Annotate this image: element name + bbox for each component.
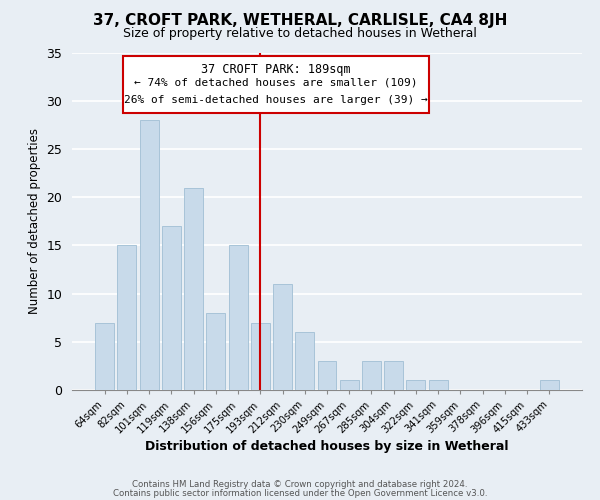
Text: Contains public sector information licensed under the Open Government Licence v3: Contains public sector information licen… [113,488,487,498]
Bar [206,313,225,390]
X-axis label: Distribution of detached houses by size in Wetheral: Distribution of detached houses by size … [145,440,509,453]
Y-axis label: Number of detached properties: Number of detached properties [28,128,41,314]
Bar [362,361,381,390]
Text: 37, CROFT PARK, WETHERAL, CARLISLE, CA4 8JH: 37, CROFT PARK, WETHERAL, CARLISLE, CA4 … [93,12,507,28]
Text: 37 CROFT PARK: 189sqm: 37 CROFT PARK: 189sqm [201,62,351,76]
Bar [429,380,448,390]
Bar [251,322,270,390]
Bar [118,246,136,390]
Text: ← 74% of detached houses are smaller (109): ← 74% of detached houses are smaller (10… [134,78,418,88]
Bar [406,380,425,390]
Text: Size of property relative to detached houses in Wetheral: Size of property relative to detached ho… [123,28,477,40]
Bar [295,332,314,390]
Bar [95,322,114,390]
Bar [140,120,158,390]
Bar [229,246,248,390]
Bar [384,361,403,390]
Bar [162,226,181,390]
Text: Contains HM Land Registry data © Crown copyright and database right 2024.: Contains HM Land Registry data © Crown c… [132,480,468,489]
Text: 26% of semi-detached houses are larger (39) →: 26% of semi-detached houses are larger (… [124,94,428,104]
Bar [273,284,292,390]
Bar [340,380,359,390]
Bar [540,380,559,390]
Bar [317,361,337,390]
Bar [184,188,203,390]
FancyBboxPatch shape [123,56,429,114]
